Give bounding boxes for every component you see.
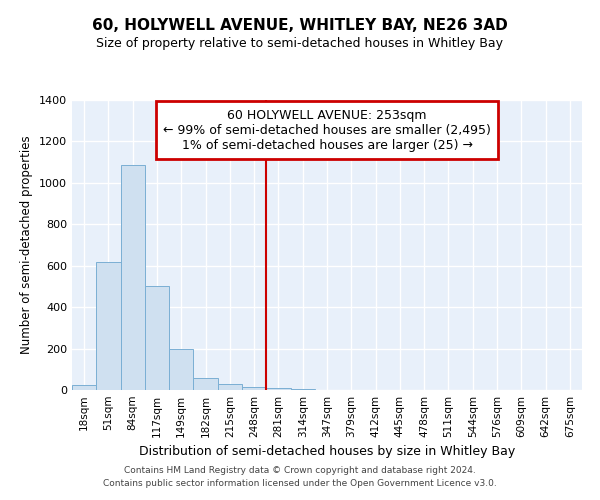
Bar — [72, 385, 96, 390]
Y-axis label: Number of semi-detached properties: Number of semi-detached properties — [20, 136, 34, 354]
Bar — [169, 348, 193, 390]
Text: 60, HOLYWELL AVENUE, WHITLEY BAY, NE26 3AD: 60, HOLYWELL AVENUE, WHITLEY BAY, NE26 3… — [92, 18, 508, 32]
Text: Contains HM Land Registry data © Crown copyright and database right 2024.
Contai: Contains HM Land Registry data © Crown c… — [103, 466, 497, 487]
Bar — [193, 378, 218, 390]
Bar — [121, 166, 145, 390]
Bar — [218, 384, 242, 390]
Bar — [290, 389, 315, 390]
Text: Size of property relative to semi-detached houses in Whitley Bay: Size of property relative to semi-detach… — [97, 38, 503, 51]
Text: 60 HOLYWELL AVENUE: 253sqm
← 99% of semi-detached houses are smaller (2,495)
1% : 60 HOLYWELL AVENUE: 253sqm ← 99% of semi… — [163, 108, 491, 152]
Bar — [145, 286, 169, 390]
Bar — [96, 262, 121, 390]
Bar — [266, 388, 290, 390]
Bar — [242, 387, 266, 390]
X-axis label: Distribution of semi-detached houses by size in Whitley Bay: Distribution of semi-detached houses by … — [139, 446, 515, 458]
